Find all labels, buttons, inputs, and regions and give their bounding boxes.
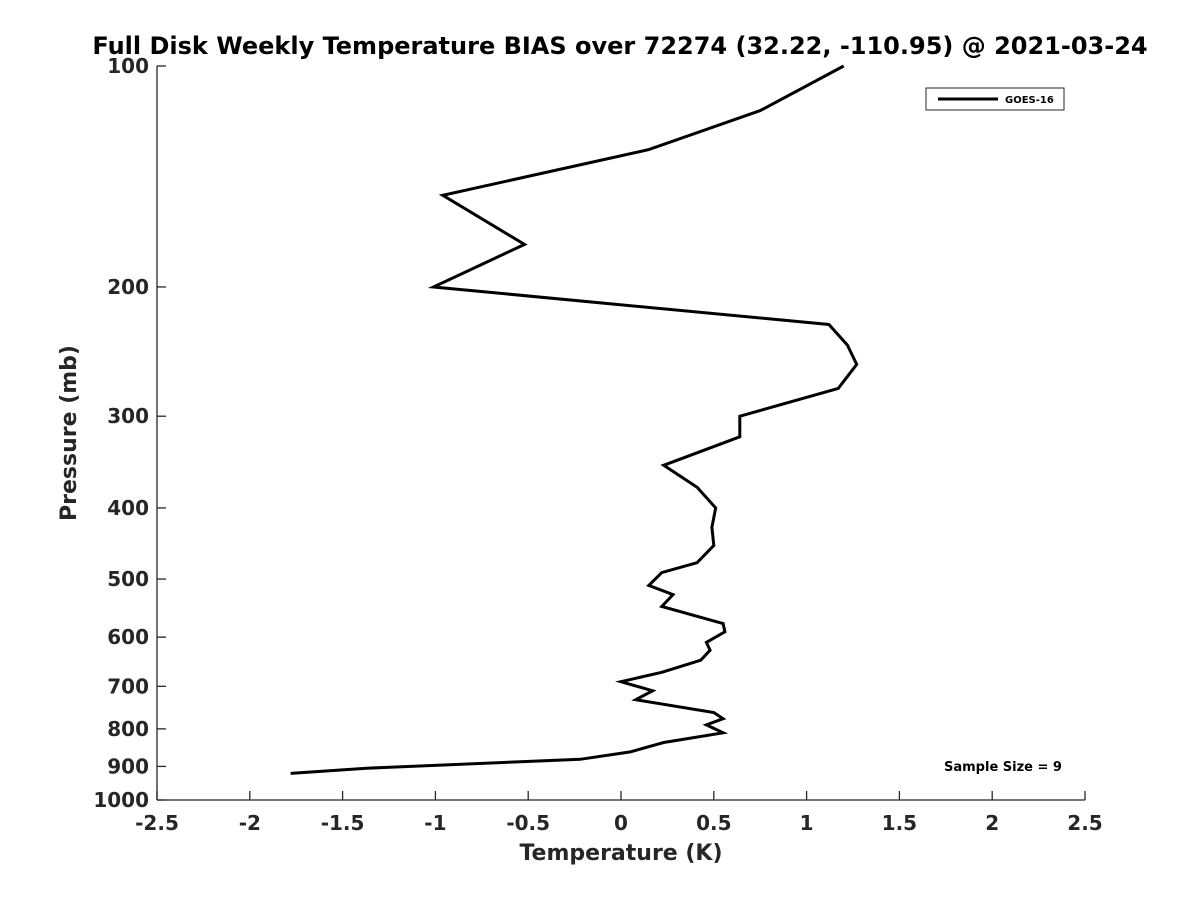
y-tick-label: 200: [107, 275, 149, 299]
x-axis-label: Temperature (K): [519, 841, 722, 866]
x-tick-group: -2.5 -2 -1.5 -1 -0.5 0 0.5 1 1.5 2 2.5: [135, 791, 1103, 835]
chart-title: Full Disk Weekly Temperature BIAS over 7…: [92, 32, 1147, 60]
x-tick-label: 0: [614, 811, 628, 835]
x-tick-label: 1.5: [882, 811, 917, 835]
y-tick-label: 500: [107, 567, 149, 591]
x-tick-label: -1: [424, 811, 446, 835]
y-tick-label: 100: [107, 54, 149, 78]
legend-label: GOES-16: [1005, 95, 1054, 106]
y-axis-label: Pressure (mb): [57, 345, 82, 521]
y-tick-label: 700: [107, 674, 149, 698]
y-tick-label: 600: [107, 625, 149, 649]
y-tick-label: 1000: [93, 788, 149, 812]
sample-size-annotation: Sample Size = 9: [944, 760, 1062, 775]
series-line-goes16: [290, 64, 859, 775]
x-tick-label: 1: [800, 811, 814, 835]
x-tick-label: -2: [239, 811, 261, 835]
x-tick-label: 2.5: [1067, 811, 1102, 835]
x-tick-label: -2.5: [135, 811, 179, 835]
x-tick-label: 0.5: [696, 811, 731, 835]
legend: GOES-16: [925, 87, 1065, 111]
y-tick-group: 100 200 300 400 500 600 700 800 900 1000: [93, 54, 166, 812]
y-tick-label: 300: [107, 404, 149, 428]
plot-frame: [156, 66, 1085, 801]
y-tick-label: 900: [107, 754, 149, 778]
y-tick-label: 800: [107, 717, 149, 741]
y-tick-label: 400: [107, 496, 149, 520]
x-tick-label: -0.5: [506, 811, 550, 835]
x-tick-label: -1.5: [321, 811, 365, 835]
x-tick-label: 2: [985, 811, 999, 835]
